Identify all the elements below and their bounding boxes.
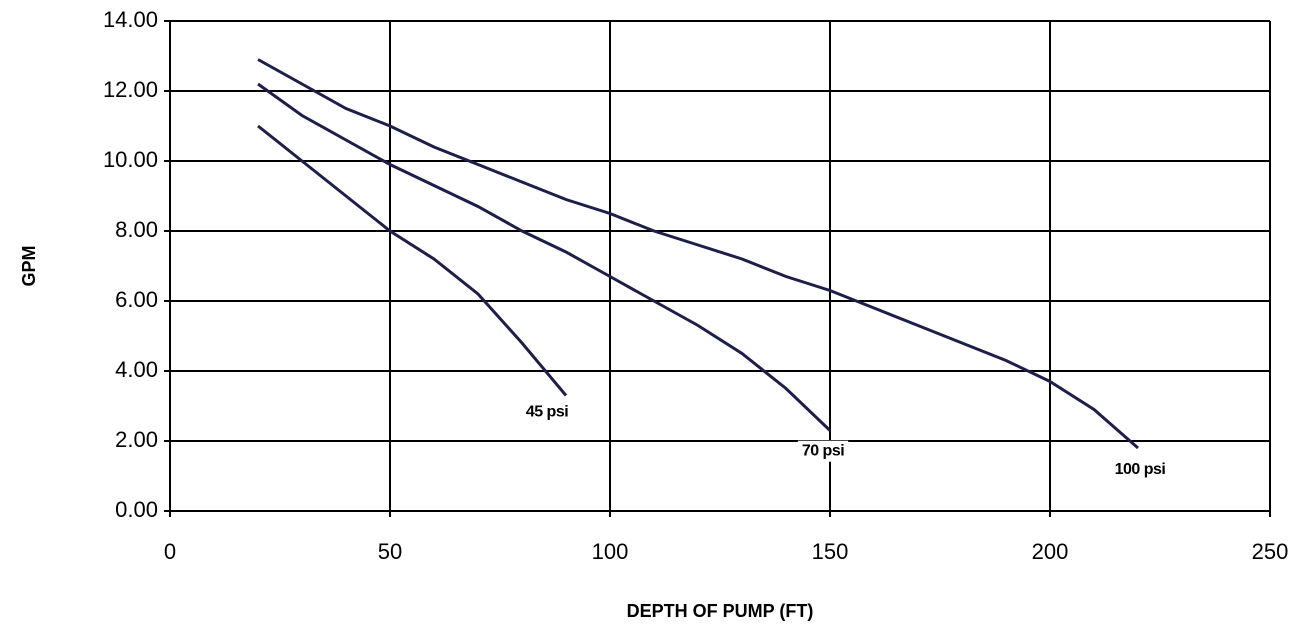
y-tick-label: 2.00 <box>115 427 158 452</box>
x-tick-label: 200 <box>1032 539 1069 564</box>
series-label-background <box>521 401 573 423</box>
y-tick-label: 0.00 <box>115 497 158 522</box>
series-line <box>257 82 832 432</box>
series-line <box>257 124 568 397</box>
series-label: 45 psi <box>526 404 568 421</box>
x-axis-title: DEPTH OF PUMP (FT) <box>627 601 814 621</box>
y-tick-label: 8.00 <box>115 217 158 242</box>
series-label: 70 psi <box>802 443 844 460</box>
y-tick-label: 4.00 <box>115 357 158 382</box>
series-label-background <box>1110 459 1170 481</box>
y-tick-label: 12.00 <box>103 77 158 102</box>
x-tick-label: 0 <box>164 539 176 564</box>
y-tick-label: 6.00 <box>115 287 158 312</box>
y-axis-title: GPM <box>19 245 39 286</box>
x-tick-label: 50 <box>378 539 402 564</box>
series-label-background <box>797 440 849 462</box>
x-tick-label: 250 <box>1252 539 1289 564</box>
y-tick-label: 10.00 <box>103 147 158 172</box>
x-tick-label: 100 <box>592 539 629 564</box>
x-tick-label: 150 <box>812 539 849 564</box>
series-label: 100 psi <box>1115 461 1166 478</box>
series-line <box>257 58 1139 450</box>
y-tick-label: 14.00 <box>103 7 158 32</box>
